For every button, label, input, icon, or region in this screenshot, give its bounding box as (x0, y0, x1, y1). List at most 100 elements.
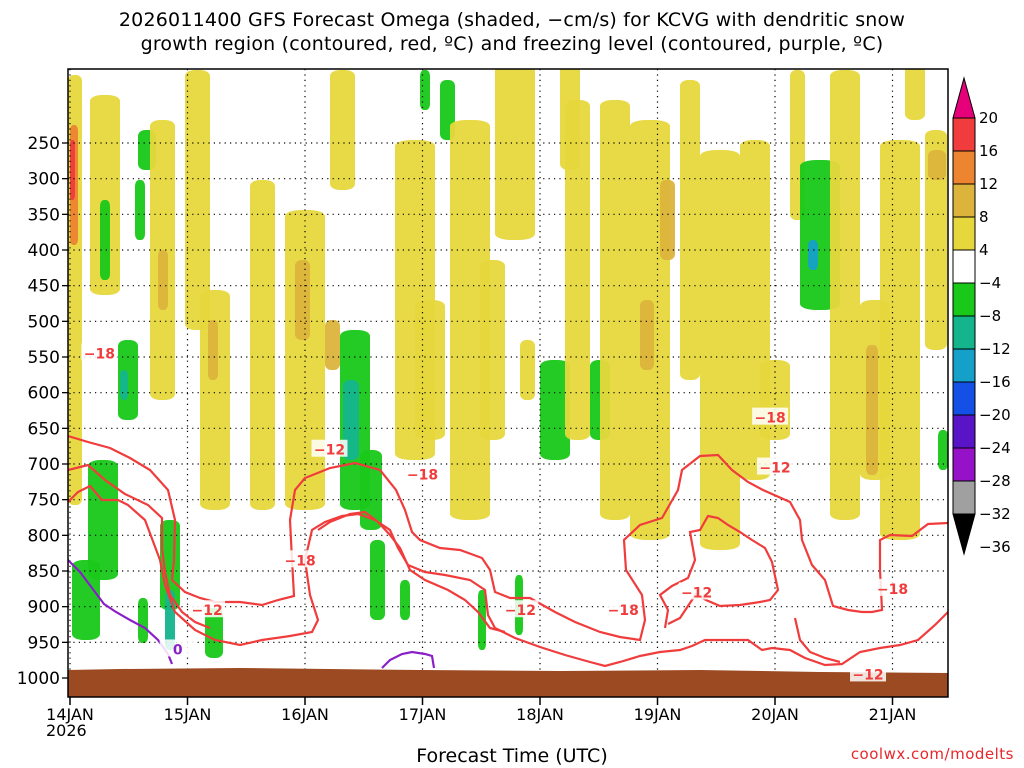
dgz-contour-minus18-b (68, 484, 948, 668)
contour-label-bg (752, 407, 789, 425)
contour-label-bg (189, 600, 226, 618)
colorbar-swatch (952, 348, 976, 383)
x-axis-tick-labels: 14JAN 15JAN 16JAN 17JAN 18JAN 19JAN 20JAN 21JAN (46, 705, 916, 724)
contour-label-bg (282, 550, 319, 568)
x-tick-label: 21JAN (869, 705, 917, 724)
contour-label-bg (311, 439, 348, 457)
colorbar-label: 4 (979, 241, 989, 259)
y-tick-label: 350 (28, 205, 60, 225)
y-tick-label: 550 (28, 348, 60, 368)
omega-shade-blob (866, 345, 878, 475)
omega-shade-blob (325, 320, 340, 370)
colorbar-swatch (952, 117, 976, 152)
omega-shading-layer (68, 69, 948, 658)
contour-label: −18 (877, 582, 908, 598)
y-tick-label: 500 (28, 312, 60, 332)
contour-label: −18 (608, 603, 639, 619)
omega-shade-blob (285, 210, 325, 510)
colorbar-swatch (952, 480, 976, 515)
omega-shade-blob (565, 100, 590, 440)
colorbar-label: −12 (979, 340, 1011, 358)
colorbar-label: −16 (979, 373, 1011, 391)
omega-shade-blob (120, 370, 128, 400)
colorbar-label: −28 (979, 472, 1011, 490)
omega-shade-blob (880, 140, 920, 540)
omega-shade-blob (135, 180, 145, 240)
y-tick-label: 900 (28, 598, 60, 618)
y-tick-label: 450 (28, 277, 60, 297)
contour-label-bg (605, 600, 642, 618)
omega-shade-blob (420, 70, 430, 110)
contour-label: −18 (407, 468, 438, 484)
x-tick-label: 14JAN (46, 705, 94, 724)
contour-label-bg (874, 578, 911, 596)
contour-labels: −18 −12 −18 −12 −18 −12 −18 −12 −18 −12 −18 −12 0 (81, 343, 911, 683)
freezing-level-contour-b (381, 650, 436, 669)
omega-shade-blob (478, 590, 486, 650)
x-tick-label: 18JAN (516, 705, 564, 724)
colorbar-label: 16 (979, 142, 998, 160)
contour-label: −12 (505, 603, 536, 619)
colorbar-swatch (952, 447, 976, 482)
omega-shade-blob (200, 290, 230, 510)
colorbar-label: −24 (979, 439, 1011, 457)
y-tick-label: 800 (28, 526, 60, 546)
omega-shade-blob (138, 598, 148, 643)
contour-label: −12 (852, 667, 883, 683)
omega-shade-blob (660, 180, 675, 260)
colorbar-label: −4 (979, 274, 1001, 292)
y-tick-label: 700 (28, 455, 60, 475)
contour-label: −12 (314, 443, 345, 459)
colorbar-swatch (952, 150, 976, 185)
contour-label-bg (81, 343, 118, 361)
dgz-contour-minus12-d (793, 617, 841, 664)
colorbar-label: 20 (979, 109, 998, 127)
colorbar-swatch (952, 183, 976, 218)
omega-shade-blob (208, 320, 218, 380)
chart-title-line2: growth region (contoured, red, ºC) and f… (140, 33, 884, 55)
y-axis-tick-labels: 250 300 350 400 450 500 550 600 650 700 750 800 850 9… (17, 134, 68, 689)
chart-title-line1: 2026011400 GFS Forecast Omega (shaded, −… (118, 9, 906, 31)
dgz-contour-minus12-a (68, 463, 211, 630)
contour-label-bg (502, 600, 539, 618)
x-tick-label: 17JAN (399, 705, 447, 724)
omega-shade-blob (250, 180, 275, 510)
colorbar-top-arrow (952, 76, 976, 119)
omega-shade-blob (520, 340, 535, 400)
y-tick-label: 650 (28, 419, 60, 439)
contour-label: −18 (284, 553, 315, 569)
omega-shade-blob (830, 70, 860, 520)
contour-label: −18 (754, 411, 785, 427)
omega-shade-blob (495, 69, 535, 240)
colorbar-label: 8 (979, 208, 989, 226)
y-tick-label: 600 (28, 384, 60, 404)
omega-shade-blob (72, 560, 100, 640)
omega-shade-blob (640, 300, 654, 370)
omega-shade-blob (938, 430, 948, 470)
x-axis-year-label: 2026 (46, 721, 87, 740)
contour-label: −12 (759, 461, 790, 477)
site-credit: coolwx.com/modelts (850, 745, 1014, 763)
colorbar-label: −8 (979, 307, 1001, 325)
omega-shade-blob (808, 240, 818, 270)
dgz-contour-minus12-b (317, 510, 506, 634)
grid-layer (68, 69, 948, 705)
omega-shade-blob (158, 250, 168, 310)
y-tick-label: 1000 (17, 669, 60, 689)
y-tick-label: 750 (28, 491, 60, 511)
x-axis-title: Forecast Time (UTC) (416, 745, 608, 767)
omega-shade-blob (88, 460, 118, 580)
colorbar-label: −20 (979, 406, 1011, 424)
omega-shade-blob (90, 95, 120, 295)
omega-shade-blob (70, 140, 75, 200)
contour-label: −12 (681, 585, 712, 601)
omega-shade-blob (905, 69, 925, 120)
ground-fill (68, 668, 948, 697)
omega-shade-blob (680, 80, 700, 380)
contour-label-bg (757, 457, 793, 475)
colorbar-swatch (952, 414, 976, 449)
omega-shade-blob (185, 70, 210, 330)
omega-shade-blob (330, 70, 355, 190)
x-tick-label: 16JAN (281, 705, 329, 724)
